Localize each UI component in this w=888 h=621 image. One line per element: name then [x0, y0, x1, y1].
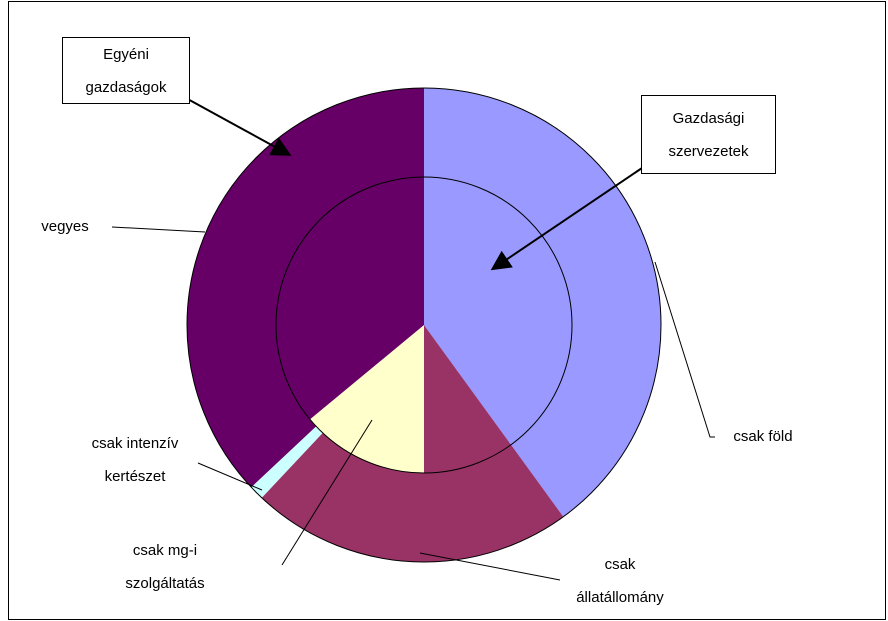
arrow — [183, 96, 292, 156]
slice — [251, 426, 317, 488]
category-label: csak mg-i szolgáltatás — [125, 542, 205, 592]
slice — [186, 88, 424, 488]
category-label: csak intenzív kertészet — [91, 435, 179, 485]
slice — [275, 177, 424, 420]
slice — [251, 426, 323, 498]
leader-line — [419, 552, 561, 581]
category-label: csak föld — [733, 428, 793, 445]
ring-outline — [275, 176, 573, 474]
leaders — [111, 226, 715, 581]
series-label: Gazdasági szervezetek — [641, 95, 776, 174]
slice — [261, 432, 564, 562]
arrow — [490, 165, 646, 271]
leader-line — [197, 462, 263, 491]
category-label: csak állatállomány — [576, 556, 664, 606]
leader-line — [281, 419, 373, 566]
slice — [424, 325, 511, 473]
category-label: vegyes — [41, 218, 89, 235]
chart-border — [8, 1, 886, 620]
slice — [309, 325, 424, 473]
slice — [424, 177, 573, 445]
series-label: Egyéni gazdaságok — [62, 37, 190, 104]
ring-outline — [186, 87, 662, 563]
leader-line — [111, 226, 206, 233]
leader-line — [654, 261, 715, 438]
